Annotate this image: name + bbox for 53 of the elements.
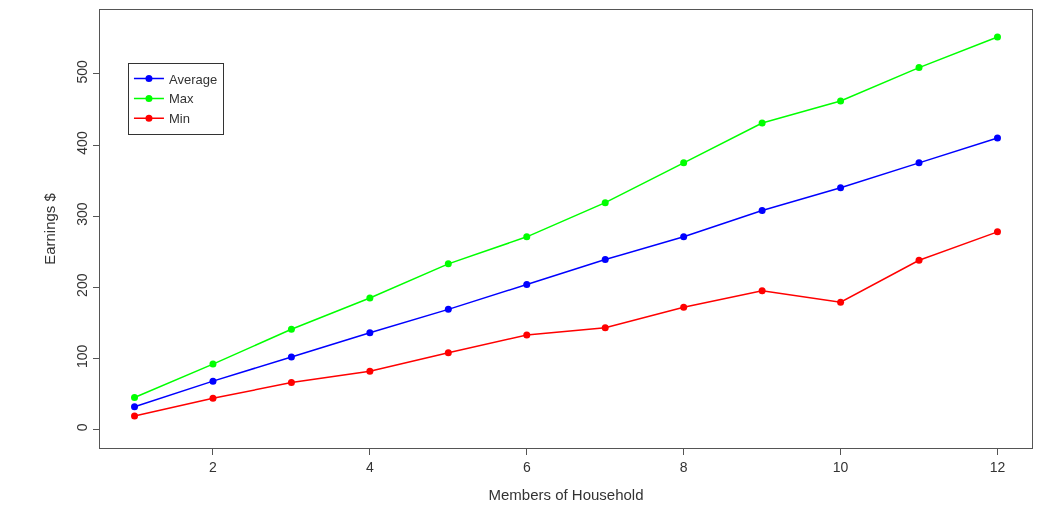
point	[758, 207, 766, 215]
x-tick-label: 4	[365, 458, 374, 475]
point	[837, 298, 845, 306]
y-tick-label: 0	[74, 423, 91, 432]
point	[837, 97, 845, 105]
point	[523, 233, 531, 241]
point	[523, 331, 531, 339]
x-tick-label: 12	[989, 458, 1006, 475]
x-tick-label: 8	[679, 458, 688, 475]
point	[601, 256, 609, 264]
point	[915, 159, 923, 167]
point	[366, 294, 374, 302]
legend-label: Min	[168, 111, 190, 127]
point	[601, 324, 609, 332]
point	[680, 233, 688, 241]
point	[131, 394, 139, 402]
point	[758, 287, 766, 295]
point	[758, 119, 766, 127]
point	[287, 353, 295, 361]
point	[131, 403, 139, 411]
y-tick-label: 100	[74, 344, 91, 368]
y-tick-label: 400	[74, 131, 91, 155]
point	[209, 377, 217, 385]
point	[444, 349, 452, 357]
point	[915, 64, 923, 72]
point	[287, 379, 295, 387]
point	[366, 367, 374, 375]
point	[444, 260, 452, 268]
point	[680, 159, 688, 167]
point	[209, 360, 217, 368]
point	[366, 329, 374, 337]
y-axis-title: Earnings $	[40, 192, 58, 265]
point	[601, 199, 609, 207]
point	[915, 256, 923, 264]
point	[993, 33, 1001, 41]
y-tick-label: 300	[74, 202, 91, 226]
x-tick-label: 2	[209, 458, 218, 475]
point	[444, 305, 452, 313]
x-tick-label: 6	[522, 458, 531, 475]
y-tick-label: 500	[74, 60, 91, 84]
point	[523, 280, 531, 288]
point	[680, 303, 688, 311]
y-tick-label: 200	[74, 273, 91, 297]
point	[993, 134, 1001, 142]
point	[209, 394, 217, 402]
point	[131, 412, 139, 420]
legend-label: Average	[168, 71, 218, 87]
legend-label: Max	[168, 91, 195, 107]
point	[287, 325, 295, 333]
point	[993, 228, 1001, 236]
point	[837, 184, 845, 192]
x-axis-title: Members of Household	[488, 485, 644, 503]
x-tick-label: 10	[832, 458, 849, 475]
